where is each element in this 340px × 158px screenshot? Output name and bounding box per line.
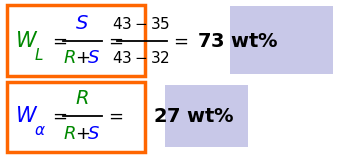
Text: $L$: $L$ bbox=[34, 47, 44, 63]
Text: $S$: $S$ bbox=[87, 49, 100, 67]
Text: $+$: $+$ bbox=[75, 49, 90, 67]
Text: $=$: $=$ bbox=[49, 107, 68, 125]
Text: $R$: $R$ bbox=[75, 89, 88, 108]
Text: $=$: $=$ bbox=[170, 32, 189, 50]
Text: $=$: $=$ bbox=[105, 32, 123, 50]
Text: $=$: $=$ bbox=[49, 32, 68, 50]
FancyBboxPatch shape bbox=[7, 82, 145, 152]
Text: $\mathbf{27\ wt\%}$: $\mathbf{27\ wt\%}$ bbox=[153, 107, 235, 126]
Text: $43 - 35$: $43 - 35$ bbox=[112, 16, 170, 32]
FancyBboxPatch shape bbox=[165, 85, 248, 147]
Text: $W$: $W$ bbox=[15, 31, 39, 51]
Text: $+$: $+$ bbox=[75, 125, 90, 143]
Text: $=$: $=$ bbox=[105, 107, 123, 125]
Text: $S$: $S$ bbox=[75, 14, 88, 33]
Text: $\mathbf{73\ wt\%}$: $\mathbf{73\ wt\%}$ bbox=[197, 32, 279, 51]
Text: $R$: $R$ bbox=[63, 125, 76, 143]
Text: $S$: $S$ bbox=[87, 125, 100, 143]
Text: $43 - 32$: $43 - 32$ bbox=[112, 50, 170, 67]
Text: $\alpha$: $\alpha$ bbox=[34, 123, 46, 138]
FancyBboxPatch shape bbox=[230, 6, 333, 74]
Text: $W$: $W$ bbox=[15, 106, 39, 126]
FancyBboxPatch shape bbox=[7, 5, 145, 76]
Text: $R$: $R$ bbox=[63, 49, 76, 67]
